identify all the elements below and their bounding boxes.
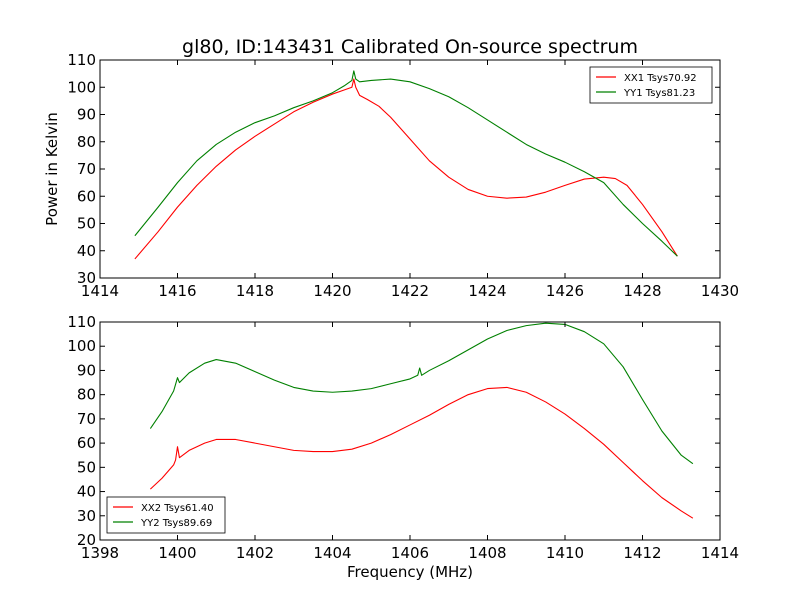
x-tick-label: 1428	[623, 282, 661, 300]
x-tick-label: 1414	[701, 544, 739, 562]
y-tick-label: 30	[77, 269, 96, 287]
subplot-2: 1398 1400 1402 1404 1406 1408 1410 1412 1414 20 30…	[67, 313, 739, 581]
x-tick-label: 1398	[81, 544, 119, 562]
x-tick-label: 1400	[158, 544, 196, 562]
y-tick-label: 90	[77, 106, 96, 124]
series-line-1-2	[134, 70, 678, 257]
y-tick-label: 30	[77, 507, 96, 525]
x-tick-label: 1418	[236, 282, 274, 300]
x-tick-label: 1424	[468, 282, 506, 300]
y-tick-label: 90	[77, 361, 96, 379]
legend-label: YY2 Tsys89.69	[140, 518, 212, 529]
legend-box	[589, 66, 713, 104]
chart-title: gl80, ID:143431 Calibrated On-source spe…	[182, 36, 638, 58]
legend: XX2 Tsys61.40 YY2 Tsys89.69	[106, 496, 226, 534]
legend-box	[106, 496, 226, 534]
y-tick-label: 60	[77, 434, 96, 452]
y-tick-label: 100	[67, 337, 96, 355]
x-tick-label: 1410	[546, 544, 584, 562]
legend: XX1 Tsys70.92 YY1 Tsys81.23	[589, 66, 713, 104]
series-line-2-2	[149, 322, 694, 465]
y-tick-label: 40	[77, 483, 96, 501]
x-tick-label: 1402	[236, 544, 274, 562]
subplot-1: 1414 1416 1418 1420 1422 1424 1426 1428 1430 30 40…	[43, 36, 739, 300]
x-axis-label: Frequency (MHz)	[347, 563, 473, 581]
legend-label: XX1 Tsys70.92	[624, 73, 697, 84]
x-tick-label: 1426	[546, 282, 584, 300]
y-tick-label: 20	[77, 531, 96, 549]
x-tick-label: 1430	[701, 282, 739, 300]
y-tick-label: 110	[67, 51, 96, 69]
x-tick-label: 1420	[313, 282, 351, 300]
legend-label: XX2 Tsys61.40	[141, 503, 214, 514]
y-tick-label: 100	[67, 78, 96, 96]
x-tick-label: 1416	[158, 282, 196, 300]
y-tick-label: 70	[77, 160, 96, 178]
x-tick-label: 1406	[391, 544, 429, 562]
y-tick-label: 50	[77, 215, 96, 233]
y-tick-label: 50	[77, 458, 96, 476]
x-tick-label: 1422	[391, 282, 429, 300]
y-tick-label: 80	[77, 386, 96, 404]
x-tick-label: 1408	[468, 544, 506, 562]
legend-label: YY1 Tsys81.23	[623, 88, 695, 99]
y-tick-label: 40	[77, 242, 96, 260]
y-tick-label: 80	[77, 133, 96, 151]
x-tick-label: 1414	[81, 282, 119, 300]
y-axis-label: Power in Kelvin	[43, 112, 61, 226]
y-tick-label: 60	[77, 187, 96, 205]
x-tick-label: 1412	[623, 544, 661, 562]
y-tick-label: 70	[77, 410, 96, 428]
y-tick-label: 110	[67, 313, 96, 331]
x-tick-label: 1404	[313, 544, 351, 562]
series-line-1-1	[134, 78, 678, 260]
series-line-2-1	[149, 386, 694, 519]
